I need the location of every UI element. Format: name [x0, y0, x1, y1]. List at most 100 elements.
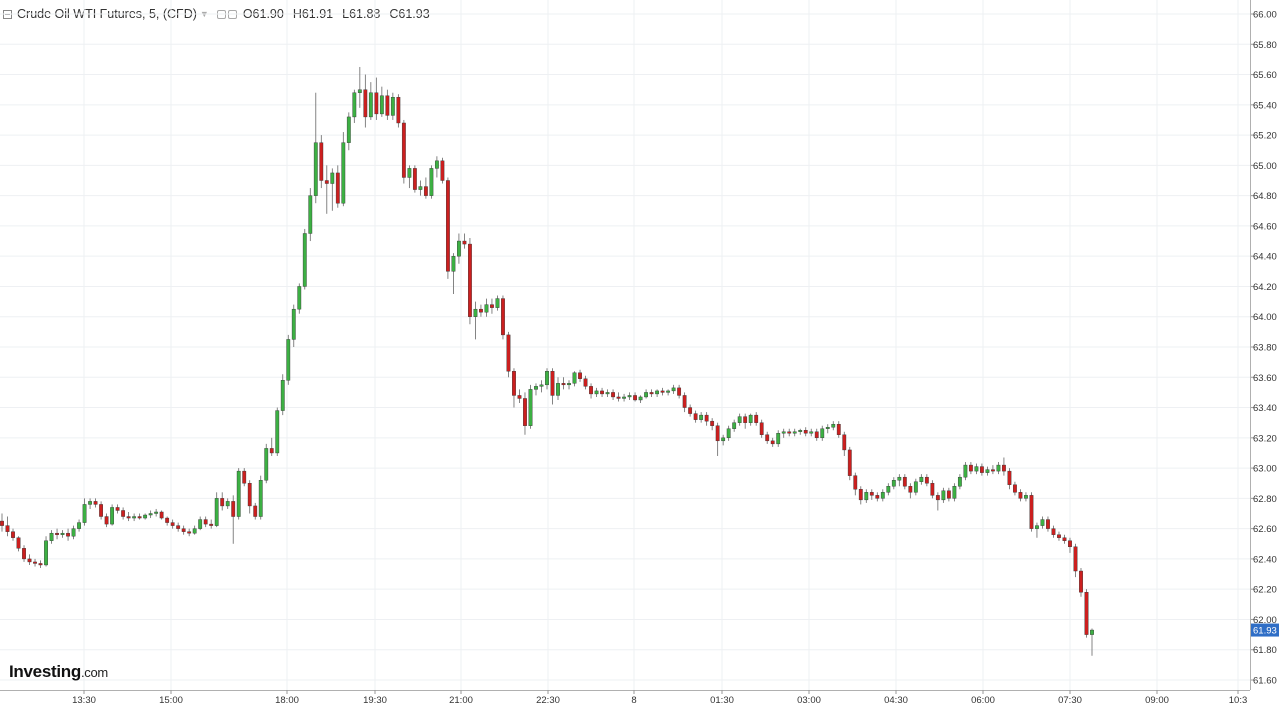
candle-body [974, 466, 979, 472]
y-tick-label: 62.40 [1253, 554, 1277, 565]
candle-down [324, 165, 329, 214]
y-tick-label: 65.40 [1253, 100, 1277, 111]
candle-body [963, 464, 968, 478]
candle-down [902, 474, 907, 490]
candle-up [567, 380, 571, 390]
candle-down [770, 437, 775, 447]
y-tick-label: 64.60 [1253, 221, 1277, 232]
candle-body [110, 507, 115, 525]
x-tick-label: 15:00 [159, 695, 183, 706]
candle-up [88, 498, 92, 509]
candle-body [434, 160, 439, 169]
candle-up [330, 168, 335, 211]
candle-body [528, 389, 533, 426]
candle-up [622, 393, 626, 402]
candle-body [699, 414, 704, 420]
candle-body [517, 395, 522, 399]
candle-down [1013, 481, 1017, 496]
x-tick-label: 19:30 [363, 695, 387, 706]
candle-body [291, 308, 296, 340]
candle-down [401, 119, 406, 184]
candle-body [49, 532, 54, 541]
candle-up [308, 188, 313, 242]
candle-down [38, 560, 43, 568]
candle-body [5, 525, 10, 532]
candle-up [809, 428, 814, 437]
candle-body [743, 416, 748, 423]
candle-up [297, 283, 302, 314]
candle-body [308, 195, 313, 234]
x-tick-label: 22:30 [536, 695, 560, 706]
candle-down [446, 177, 450, 279]
candle-down [209, 519, 214, 529]
candle-body [1029, 495, 1034, 529]
candle-up [941, 487, 946, 503]
candle-down [1007, 468, 1012, 490]
candle-up [781, 428, 786, 438]
candle-body [847, 449, 852, 476]
time-axis[interactable]: 13:30 15:00 18:00 19:30 21:00 22:30 8 01:30 03:0… [0, 690, 1250, 706]
y-tick-label: 66.00 [1253, 10, 1277, 21]
candle-body [165, 517, 170, 523]
candle-body [484, 304, 489, 313]
candle-body [457, 240, 461, 257]
y-tick-label: 65.80 [1253, 40, 1277, 51]
candle-up [985, 466, 990, 476]
candle-up [1040, 516, 1045, 529]
candle-up [886, 483, 891, 496]
last-price-box [1251, 623, 1279, 637]
candle-body [346, 116, 351, 143]
candle-body [181, 528, 186, 532]
candle-body [776, 433, 781, 445]
candle-body [38, 563, 43, 566]
investing-logo[interactable]: Investing.com [9, 662, 108, 682]
candle-body [1057, 534, 1061, 538]
candle-body [869, 492, 874, 496]
candle-body [468, 243, 472, 317]
candle-down [710, 418, 715, 431]
candle-up [539, 380, 544, 393]
candle-body [297, 286, 302, 310]
candle-down [220, 492, 225, 511]
candle-body [798, 430, 803, 432]
candle-body [390, 97, 395, 116]
candle-down [1084, 589, 1089, 638]
candle-up [545, 368, 549, 390]
candle-body [473, 308, 478, 317]
candle-up [132, 513, 137, 522]
candle-body [710, 420, 715, 426]
candle-body [198, 519, 203, 529]
candle-down [55, 528, 59, 540]
candle-down [517, 389, 522, 404]
y-tick-label: 64.40 [1253, 252, 1277, 263]
candle-body [825, 427, 830, 429]
candle-body [836, 423, 841, 435]
candle-up [495, 295, 500, 311]
last-price-tag: 61.93 [1251, 623, 1279, 637]
candle-down [1051, 525, 1056, 538]
candle-body [732, 422, 737, 429]
y-tick-label: 63.80 [1253, 343, 1277, 354]
candle-down [550, 368, 555, 405]
candle-body [1013, 484, 1017, 493]
candle-down [176, 522, 181, 532]
candle-body [352, 92, 357, 118]
grid-lines [0, 0, 1250, 690]
candle-body [671, 387, 676, 392]
candle-body [572, 372, 577, 384]
candle-body [55, 532, 59, 535]
candle-up [148, 510, 153, 519]
price-axis[interactable]: 66.00 65.80 65.60 65.40 65.20 65.00 64.80 64.60… [1250, 0, 1277, 690]
candle-up [390, 92, 395, 120]
candle-down [242, 468, 247, 487]
candle-body [71, 528, 76, 537]
y-tick-label: 64.00 [1253, 312, 1277, 323]
candle-up [225, 498, 230, 509]
candle-body [335, 172, 340, 204]
candle-body [814, 431, 819, 439]
candle-body [875, 495, 880, 499]
x-tick-label: 07:30 [1058, 695, 1082, 706]
x-tick-label: 13:30 [72, 695, 96, 706]
candle-up [831, 421, 836, 431]
